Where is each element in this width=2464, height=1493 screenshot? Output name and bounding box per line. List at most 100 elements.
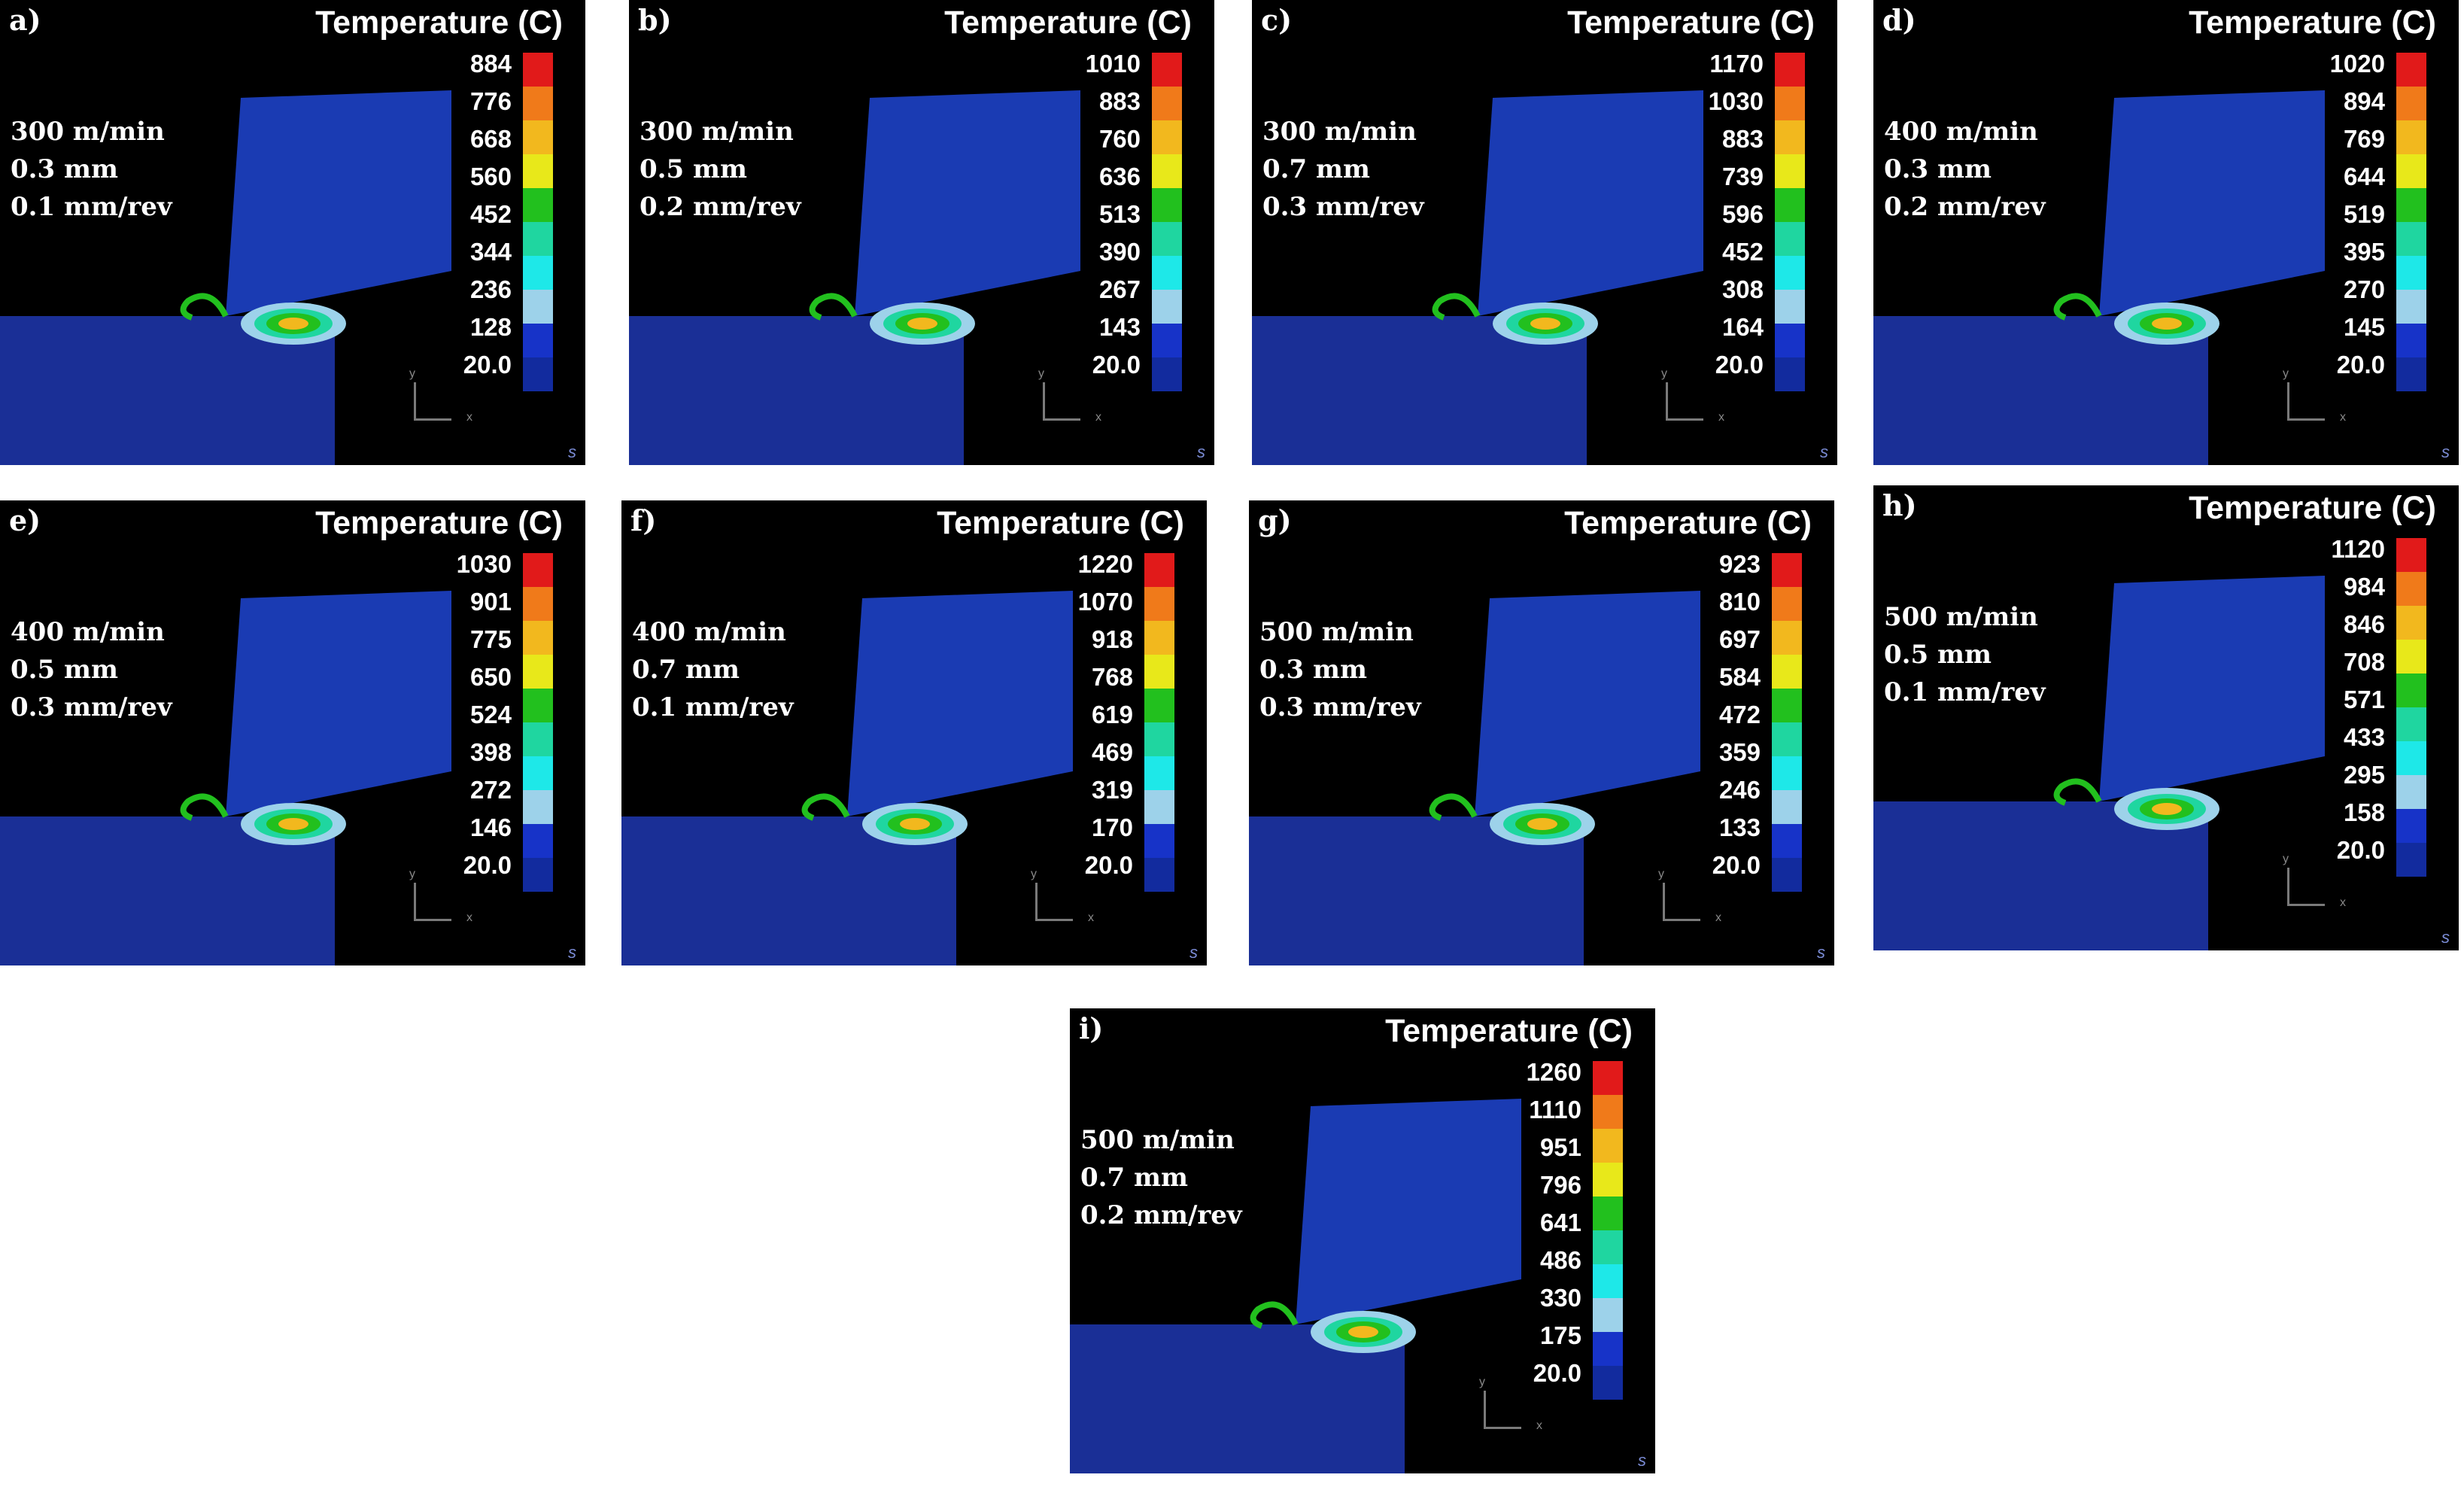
color-scale-segment — [2396, 538, 2426, 572]
cutting-parameters: 500 m/min 0.3 mm 0.3 mm/rev — [1259, 613, 1421, 726]
corner-mark: s — [568, 943, 576, 962]
legend-tick-label: 901 — [469, 588, 512, 616]
legend-ticks: 1260 1110 951 796 641 486 330 175 20.0 — [1491, 1054, 1581, 1392]
legend-tick-label: 390 — [1098, 238, 1141, 266]
x-axis-line — [2287, 418, 2325, 421]
chip — [2053, 293, 2102, 321]
simulation-panel-h: h) 500 m/min 0.5 mm 0.1 mm/rev Temperature (… — [1873, 485, 2459, 950]
cutting-parameter: 400 m/min — [1884, 117, 2038, 147]
legend-tick-label: 170 — [1091, 813, 1133, 841]
legend-tick-label: 1010 — [1085, 50, 1141, 78]
legend-tick-label: 272 — [469, 776, 512, 804]
legend-tick-label: 739 — [1721, 163, 1764, 190]
legend-tick-label: 20.0 — [1533, 1359, 1581, 1387]
cutting-parameter: 0.2 mm/rev — [640, 192, 801, 222]
legend-tick-label: 571 — [2343, 686, 2385, 713]
legend-tick-label: 433 — [2343, 723, 2385, 751]
simulation-geometry — [1249, 591, 1700, 965]
legend-tick-label: 650 — [469, 663, 512, 691]
y-axis-line — [2287, 868, 2289, 905]
x-axis-line — [1043, 418, 1080, 421]
color-scale-bar — [1775, 53, 1805, 391]
color-scale-segment — [523, 290, 553, 324]
color-scale-segment — [1593, 1163, 1623, 1197]
color-scale-segment — [1152, 87, 1182, 120]
color-scale-segment — [2396, 222, 2426, 256]
corner-mark: s — [1638, 1451, 1646, 1470]
legend-tick-label: 1120 — [2331, 535, 2385, 563]
legend-tick-label: 697 — [1718, 625, 1761, 653]
color-scale-segment — [523, 357, 553, 391]
chip — [1432, 293, 1481, 321]
legend-tick-label: 486 — [1539, 1246, 1581, 1274]
color-scale-segment — [523, 553, 553, 587]
legend-tick-label: 330 — [1539, 1284, 1581, 1312]
legend-tick-label: 20.0 — [2336, 836, 2385, 864]
color-scale-segment — [2396, 843, 2426, 877]
legend-tick-label: 246 — [1718, 776, 1761, 804]
simulation-panel-c: c) 300 m/min 0.7 mm 0.3 mm/rev Temperature (… — [1252, 0, 1837, 465]
corner-mark: s — [2441, 928, 2450, 947]
simulation-geometry — [0, 90, 451, 465]
color-scale-segment — [1593, 1230, 1623, 1264]
legend-tick-label: 143 — [1098, 313, 1141, 341]
legend-tick-label: 146 — [469, 813, 512, 841]
color-scale-segment — [1772, 587, 1802, 621]
legend-tick-label: 776 — [469, 87, 512, 115]
color-scale-segment — [1152, 357, 1182, 391]
panel-label: e) — [9, 503, 41, 537]
y-axis-label: y — [2283, 367, 2289, 380]
color-scale-segment — [1772, 553, 1802, 587]
color-scale-segment — [1152, 188, 1182, 222]
color-scale-segment — [523, 655, 553, 689]
panel-label: a) — [9, 3, 41, 37]
simulation-geometry — [0, 591, 451, 965]
cutting-parameter: 0.7 mm — [1080, 1163, 1188, 1193]
color-scale-segment — [523, 858, 553, 892]
cutting-parameters: 500 m/min 0.7 mm 0.2 mm/rev — [1080, 1121, 1242, 1234]
x-axis-line — [2287, 904, 2325, 906]
simulation-panel-i: i) 500 m/min 0.7 mm 0.2 mm/rev Temperature (… — [1070, 1008, 1655, 1473]
color-scale-segment — [1775, 154, 1805, 188]
color-scale-segment — [1772, 655, 1802, 689]
chip — [809, 293, 858, 321]
legend-tick-label: 984 — [2343, 573, 2385, 601]
legend-tick-label: 308 — [1721, 275, 1764, 303]
legend-tick-label: 1020 — [2329, 50, 2385, 78]
color-scale-segment — [1772, 689, 1802, 722]
color-scale-segment — [1772, 824, 1802, 858]
x-axis-line — [414, 919, 451, 921]
x-axis-line — [1666, 418, 1703, 421]
legend-tick-label: 128 — [469, 313, 512, 341]
legend-tick-label: 644 — [2343, 163, 2385, 190]
legend-tick-label: 1110 — [1529, 1096, 1581, 1124]
cutting-parameter: 300 m/min — [640, 117, 794, 147]
cutting-tool — [1475, 591, 1700, 816]
x-axis-line — [1035, 919, 1073, 921]
chip — [180, 793, 229, 821]
corner-mark: s — [1820, 442, 1828, 461]
x-axis-label: x — [1095, 411, 1101, 424]
legend-tick-label: 359 — [1718, 738, 1761, 766]
cutting-parameters: 400 m/min 0.5 mm 0.3 mm/rev — [11, 613, 172, 726]
cutting-parameter: 0.3 mm/rev — [11, 692, 172, 722]
legend-tick-label: 20.0 — [1092, 351, 1141, 379]
x-axis-label: x — [466, 911, 472, 924]
cutting-parameter: 0.5 mm — [11, 655, 118, 685]
color-scale-segment — [1772, 621, 1802, 655]
color-scale-bar — [2396, 53, 2426, 391]
color-scale-segment — [1144, 858, 1174, 892]
legend-title: Temperature (C) — [315, 505, 563, 541]
legend-tick-label: 1030 — [1708, 87, 1764, 115]
legend-ticks: 923 810 697 584 472 359 246 133 20.0 — [1670, 546, 1761, 884]
simulation-geometry — [1070, 1099, 1521, 1473]
y-axis-label: y — [409, 367, 415, 380]
simulation-geometry — [1873, 576, 2325, 950]
color-scale-segment — [2396, 775, 2426, 809]
cutting-tool — [1296, 1099, 1521, 1324]
legend-tick-label: 884 — [469, 50, 512, 78]
color-scale-segment — [2396, 188, 2426, 222]
color-scale-segment — [1772, 722, 1802, 756]
